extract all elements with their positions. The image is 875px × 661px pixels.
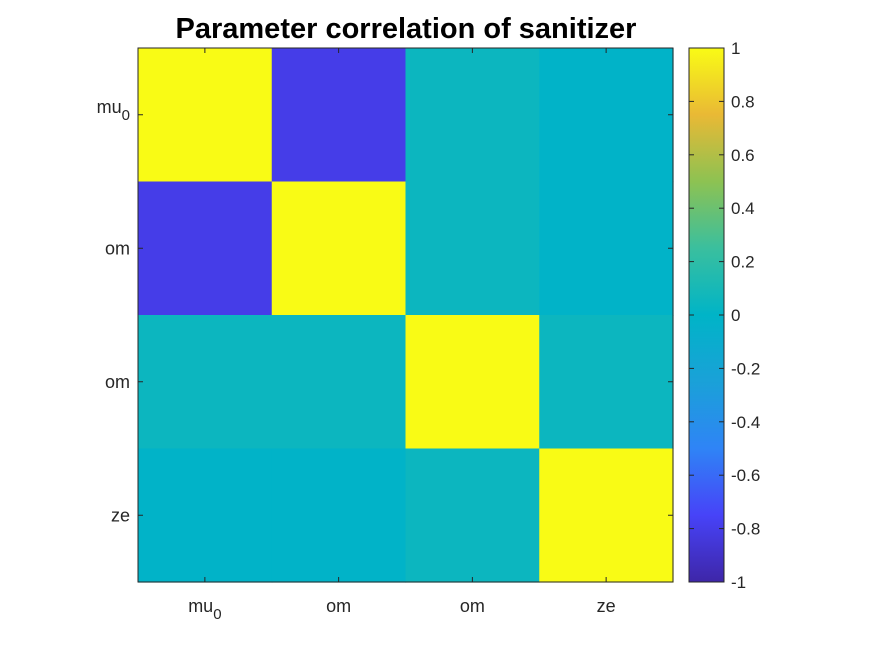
x-tick-label: ze [597,596,616,616]
y-tick-label: om [105,238,130,258]
y-tick-label: om [105,372,130,392]
colorbar-tick-label: 0.2 [731,253,755,272]
heatmap-cell [405,448,540,583]
colorbar-tick-label: -0.2 [731,359,760,378]
heatmap-cell [405,48,540,183]
heatmap-cell [539,448,674,583]
heatmap-cell [271,315,407,450]
heatmap-cell [405,315,540,450]
x-tick-label: om [326,596,351,616]
heatmap-cell [271,181,407,316]
colorbar-tick-label: -0.8 [731,520,760,539]
colorbar-tick-label: -0.4 [731,413,760,432]
axis-ticks [138,48,673,582]
colorbar-tick-label: 0.6 [731,146,755,165]
heatmap-cell [539,315,674,450]
heatmap-cell [138,181,273,316]
x-tick-label: om [460,596,485,616]
colorbar [688,47,725,583]
colorbar-tick-label: -0.6 [731,466,760,485]
heatmap-cells [138,48,674,583]
colorbar-tick-label: 0.4 [731,199,755,218]
colorbar-tick-label: 1 [731,39,740,58]
colorbar-tick-label: 0 [731,306,740,325]
y-tick-label: ze [111,505,130,525]
heatmap-cell [539,48,674,183]
heatmap-cell [138,48,273,183]
y-axis-tick-labels: mu0 om om ze [97,97,130,526]
heatmap-cell [138,315,273,450]
plot-frame [137,47,674,583]
chart-title: Parameter correlation of sanitizer [176,13,637,45]
x-tick-label: mu0 [188,596,221,623]
heatmap-cell [539,181,674,316]
heatmap-cell [271,48,407,183]
colorbar-ticks: -1 -0.8 -0.6 -0.4 -0.2 0 0.2 0.4 0.6 0.8 1 [689,39,760,592]
heatmap-cell [271,448,407,583]
heatmap-cell [405,181,540,316]
x-axis-tick-labels: mu0 om om ze [188,596,615,623]
y-tick-label: mu0 [97,97,130,124]
colorbar-tick-label: 0.8 [731,92,755,111]
colorbar-tick-label: -1 [731,573,746,592]
heatmap-cell [138,448,273,583]
